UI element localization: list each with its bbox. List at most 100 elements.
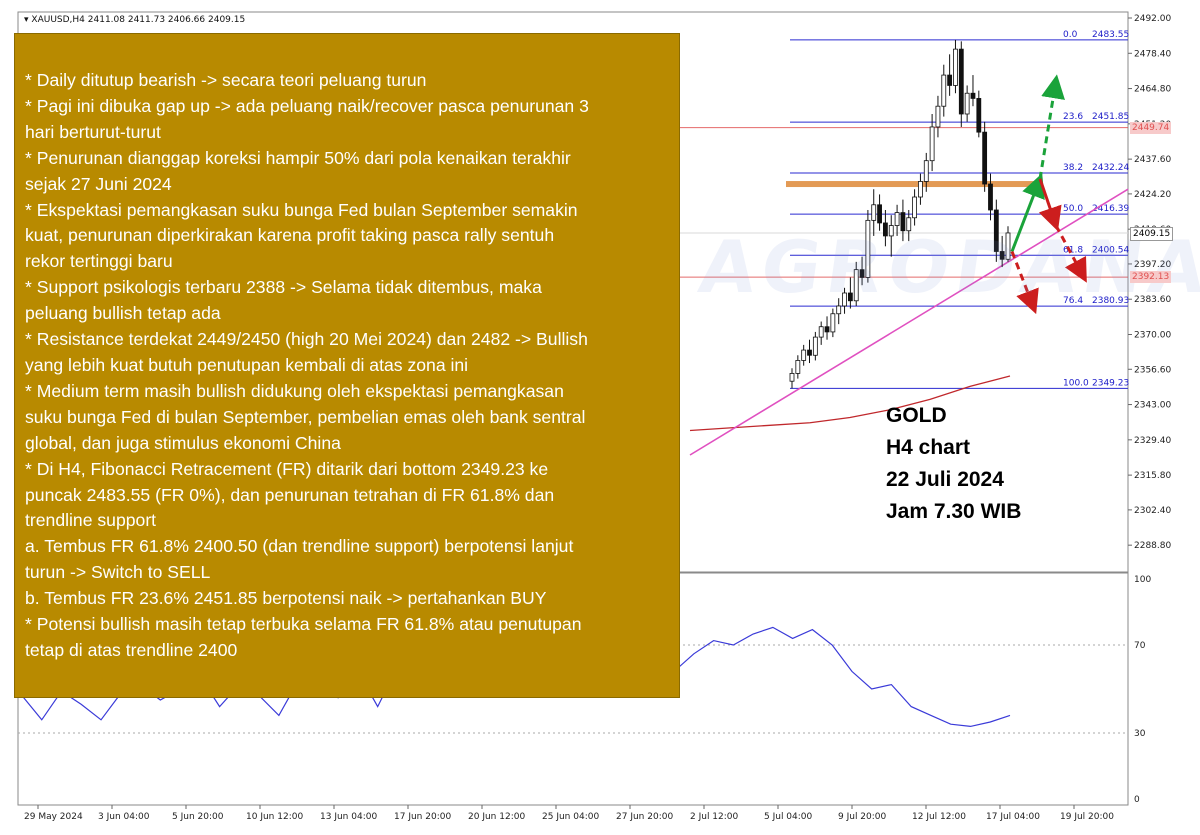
y-tick-label: 2424.20	[1134, 190, 1171, 200]
analysis-line: tetap di atas trendline 2400	[25, 639, 238, 660]
fib-price-label: 2416.39	[1092, 204, 1129, 214]
fib-price-label: 2349.23	[1092, 378, 1129, 388]
candle-body	[830, 313, 836, 333]
candle-body	[941, 74, 947, 107]
candle-body	[923, 160, 929, 182]
osc-tick-label: 0	[1134, 795, 1140, 805]
fib-level-label: 0.0	[1063, 30, 1078, 40]
candle-body	[894, 212, 900, 226]
analysis-line: * Medium term masih bullish didukung ole…	[25, 380, 564, 401]
fib-level-label: 50.0	[1063, 204, 1083, 214]
x-tick-label: 9 Jul 20:00	[838, 812, 887, 822]
osc-tick-label: 70	[1134, 641, 1146, 651]
candle-body	[953, 48, 958, 86]
chevron-down-icon[interactable]: ▾	[24, 15, 29, 25]
y-tick-label: 2464.80	[1134, 85, 1171, 95]
x-tick-label: 27 Jun 20:00	[616, 812, 673, 822]
candle-body	[789, 373, 795, 382]
candle-body	[865, 219, 871, 278]
scenario-arrow	[1054, 224, 1087, 283]
fib-price-label: 2432.24	[1092, 163, 1129, 173]
candle-body	[993, 209, 999, 252]
candle-body	[888, 225, 894, 237]
osc-tick-label: 30	[1134, 729, 1146, 739]
candle-body	[877, 204, 882, 224]
watermark: AGRODANA FUTURES	[694, 225, 1200, 309]
caption-time: Jam 7.30 WIB	[886, 500, 1022, 523]
analysis-line: sejak 27 Juni 2024	[25, 173, 172, 194]
y-tick-label: 2492.00	[1134, 14, 1171, 24]
x-tick-label: 12 Jul 12:00	[912, 812, 966, 822]
y-tick-label: 2478.40	[1134, 49, 1171, 59]
x-tick-label: 2 Jul 12:00	[690, 812, 739, 822]
fib-level-label: 100.0	[1063, 378, 1089, 388]
fib-price-label: 2451.85	[1092, 112, 1129, 122]
x-tick-label: 10 Jun 12:00	[246, 812, 303, 822]
candle-body	[818, 326, 824, 338]
x-tick-label: 17 Jun 20:00	[394, 812, 451, 822]
x-tick-label: 29 May 2024	[24, 812, 83, 822]
symbol-header: ▾ XAUUSD,H4 2411.08 2411.73 2406.66 2409…	[24, 15, 245, 25]
candle-body	[900, 212, 906, 232]
moving-average-line	[689, 375, 1011, 432]
x-tick-label: 19 Jul 20:00	[1060, 812, 1114, 822]
x-tick-label: 25 Jun 04:00	[542, 812, 599, 822]
current-price-tag: 2409.15	[1130, 226, 1174, 241]
candle-body	[853, 269, 859, 302]
analysis-line: hari berturut-turut	[25, 121, 161, 142]
analysis-line: b. Tembus FR 23.6% 2451.85 berpotensi na…	[25, 588, 547, 609]
fib-level-label: 38.2	[1063, 163, 1083, 173]
osc-tick-label: 100	[1134, 575, 1151, 585]
analysis-line: rekor tertinggi baru	[25, 251, 173, 272]
x-tick-label: 13 Jun 04:00	[320, 812, 377, 822]
candle-body	[795, 360, 801, 374]
analysis-line: yang lebih kuat butuh penutupan kembali …	[25, 354, 469, 375]
y-tick-label: 2383.60	[1134, 295, 1171, 305]
x-tick-label: 17 Jul 04:00	[986, 812, 1040, 822]
candle-body	[824, 326, 830, 333]
analysis-line: turun -> Switch to SELL	[25, 562, 211, 583]
analysis-line: global, dan juga stimulus ekonomi China	[25, 432, 341, 453]
y-tick-label: 2329.40	[1134, 436, 1171, 446]
fib-price-label: 2400.54	[1092, 245, 1129, 255]
scenario-arrow	[1038, 178, 1062, 232]
resistance-zone	[786, 181, 1038, 188]
scenario-arrow	[1038, 74, 1065, 180]
trendline-support	[689, 188, 1129, 456]
symbol-ohlc: XAUUSD,H4 2411.08 2411.73 2406.66 2409.1…	[31, 15, 246, 25]
y-tick-label: 2302.40	[1134, 506, 1171, 516]
candle-body	[999, 251, 1005, 260]
candle-body	[929, 126, 935, 162]
candle-body	[906, 217, 912, 232]
candle-body	[801, 349, 807, 361]
chart-caption: GOLD H4 chart 22 Juli 2024 Jam 7.30 WIB	[886, 400, 1021, 528]
analysis-line: kuat, penurunan diperkirakan karena prof…	[25, 225, 555, 246]
scenario-arrow	[1010, 173, 1045, 253]
candle-body	[812, 336, 818, 356]
candle-body	[883, 222, 888, 237]
scenario-arrow	[1010, 250, 1039, 315]
x-tick-label: 5 Jul 04:00	[764, 812, 813, 822]
x-tick-label: 20 Jun 12:00	[468, 812, 525, 822]
analysis-line: * Resistance terdekat 2449/2450 (high 20…	[25, 329, 588, 350]
x-tick-label: 5 Jun 20:00	[172, 812, 224, 822]
analysis-line: * Di H4, Fibonacci Retracement (FR) dita…	[25, 458, 549, 479]
analysis-panel: * Daily ditutup bearish -> secara teori …	[14, 33, 680, 698]
horizontal-level-tag: 2449.74	[1130, 121, 1172, 134]
candle-body	[847, 292, 853, 302]
candle-body	[871, 204, 877, 221]
fib-level-label: 61.8	[1063, 245, 1083, 255]
y-tick-label: 2288.80	[1134, 541, 1171, 551]
analysis-line: * Daily ditutup bearish -> secara teori …	[25, 70, 427, 90]
analysis-line: * Ekspektasi pemangkasan suku bunga Fed …	[25, 199, 578, 220]
candle-body	[976, 98, 982, 133]
candle-body	[958, 48, 964, 115]
fib-level-label: 23.6	[1063, 112, 1083, 122]
analysis-line: * Penurunan dianggap koreksi hampir 50% …	[25, 147, 571, 168]
caption-timeframe: H4 chart	[886, 436, 971, 459]
fib-price-label: 2380.93	[1092, 296, 1129, 306]
analysis-line: * Support psikologis terbaru 2388 -> Sel…	[25, 277, 542, 298]
analysis-line: a. Tembus FR 61.8% 2400.50 (dan trendlin…	[25, 536, 574, 557]
candle-body	[935, 105, 941, 128]
